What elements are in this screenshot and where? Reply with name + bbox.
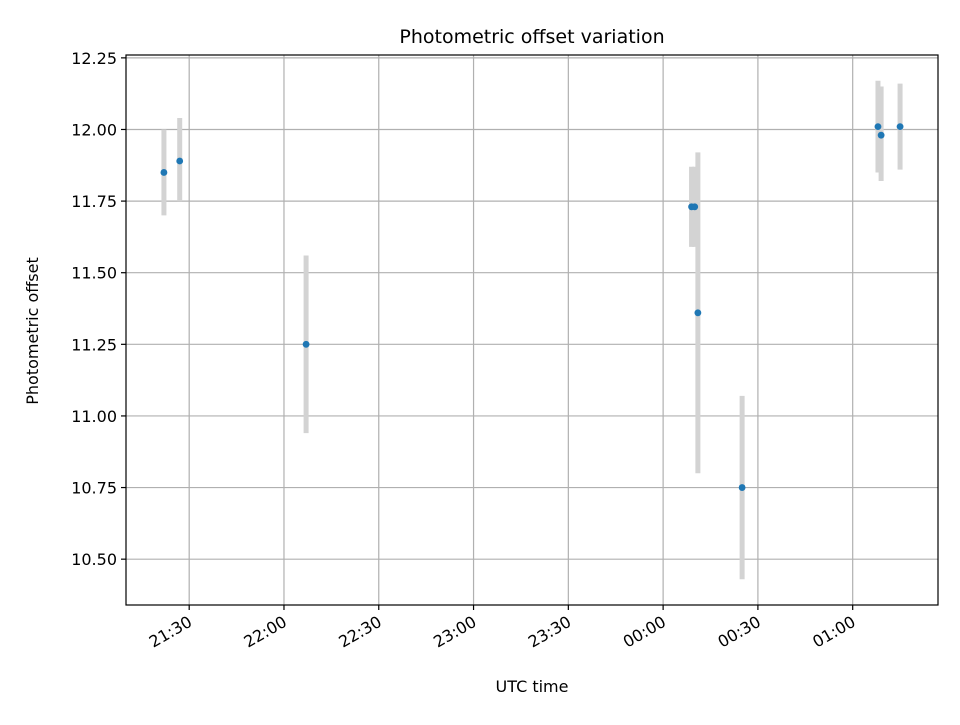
x-tick-label: 22:30 (335, 612, 384, 652)
data-point (738, 484, 746, 491)
data-point (877, 131, 885, 139)
y-tick-label: 11.50 (71, 264, 117, 283)
x-tick-label: 22:00 (241, 612, 290, 652)
y-tick-label: 10.75 (71, 479, 117, 498)
data-point (302, 340, 310, 348)
chart-title: Photometric offset variation (399, 26, 664, 48)
data-point (691, 203, 699, 211)
y-tick-label: 12.25 (71, 49, 117, 68)
grid-layer (126, 55, 938, 605)
y-tick-label: 12.00 (71, 120, 117, 139)
data-point (694, 309, 702, 317)
point-layer (160, 123, 904, 491)
x-axis-label: UTC time (496, 677, 569, 696)
y-tick-label: 11.25 (71, 335, 117, 354)
errorbar-layer (161, 80, 903, 580)
x-tick-label: 01:00 (809, 612, 858, 652)
x-tick-label: 21:30 (146, 612, 195, 652)
y-tick-label: 11.00 (71, 407, 117, 426)
y-tick-label: 11.75 (71, 192, 117, 211)
data-point (874, 123, 882, 131)
y-axis-label: Photometric offset (23, 257, 42, 405)
data-point (896, 123, 904, 131)
x-tick-label: 00:00 (620, 612, 669, 652)
y-tick-label: 10.50 (71, 550, 117, 569)
x-tick-label: 23:00 (430, 612, 479, 652)
data-point (176, 157, 184, 165)
x-tick-label: 00:30 (714, 612, 763, 652)
data-point (160, 169, 168, 176)
x-tick-label: 23:30 (525, 612, 574, 652)
plot-frame (125, 54, 939, 606)
